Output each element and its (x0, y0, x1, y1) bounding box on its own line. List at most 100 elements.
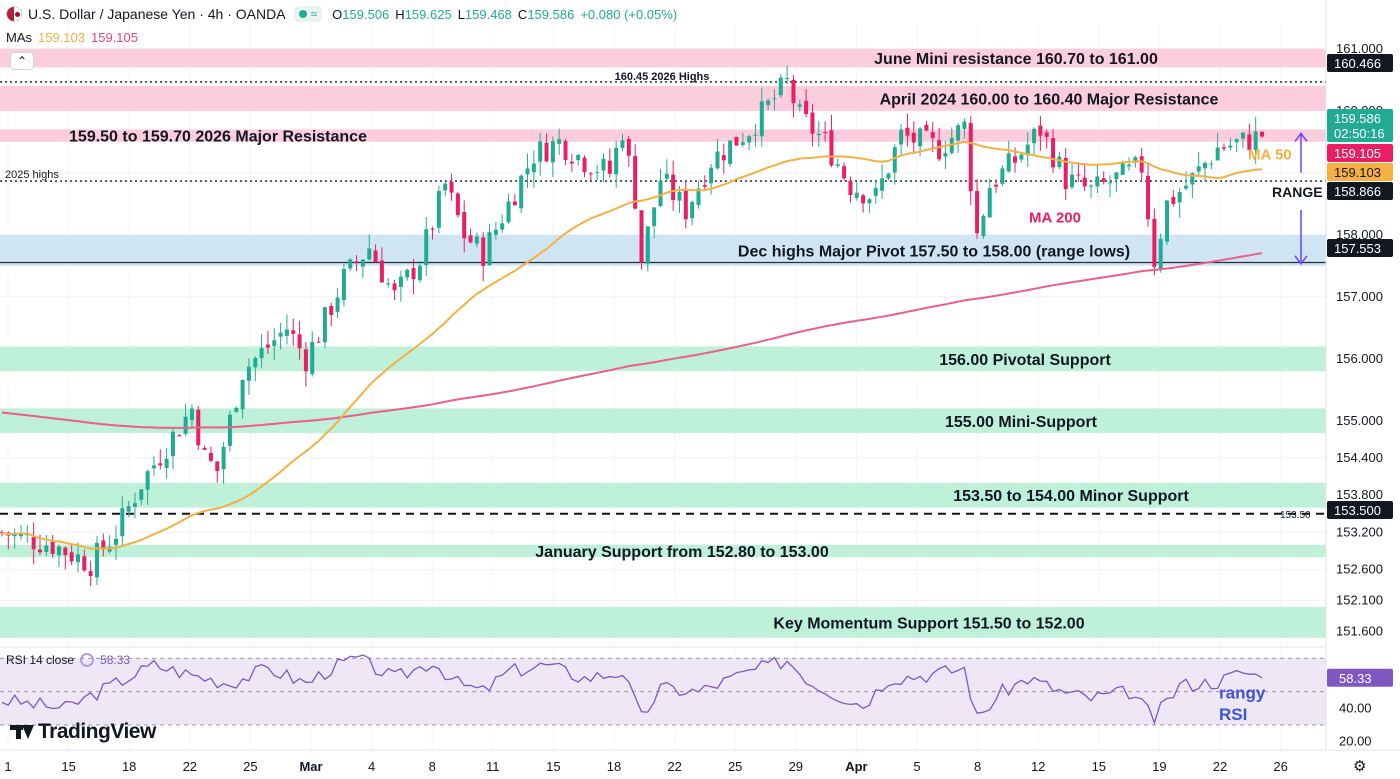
ohlc-change: +0.080 (+0.05%) (580, 6, 678, 22)
candle (75, 554, 80, 563)
candle (626, 138, 631, 156)
time-tick-label: 11 (486, 759, 500, 774)
candle (322, 307, 327, 343)
candle (417, 265, 422, 281)
rsi-legend-value: 58.33 (100, 653, 131, 667)
price-label: 159.586 (1334, 111, 1381, 126)
rsi-annotation-rangy: rangy (1219, 683, 1266, 702)
candle (816, 133, 821, 136)
rsi-settings-icon[interactable] (80, 653, 95, 667)
symbol-title[interactable]: U.S. Dollar / Japanese Yen · 4h · OANDA (28, 6, 286, 22)
price-label-bg (1327, 54, 1393, 72)
zone-support-5 (0, 408, 1326, 434)
ma50-legend-value: 159.103 (38, 30, 85, 45)
price-tick-label: 161.000 (1336, 41, 1383, 56)
price-tick-label: 157.000 (1336, 289, 1383, 304)
candle (132, 503, 137, 507)
candle (810, 112, 815, 134)
candle (310, 341, 315, 374)
candle (1101, 178, 1106, 182)
candle (221, 446, 226, 470)
candle (253, 358, 258, 368)
candle (37, 549, 42, 553)
candle (1152, 218, 1157, 267)
time-tick-label: 18 (607, 759, 621, 774)
symbol-header: U.S. Dollar / Japanese Yen · 4h · OANDA … (0, 0, 1326, 28)
candle (183, 416, 188, 434)
candle (246, 366, 251, 381)
candle (1241, 132, 1246, 139)
range-arrow-up-head (1294, 132, 1308, 142)
candle (721, 155, 726, 161)
candle (677, 191, 682, 201)
candle (189, 408, 194, 420)
price-tick-label: 155.000 (1336, 413, 1383, 428)
gear-icon[interactable]: ⚙ (1353, 758, 1367, 775)
time-tick-label: 18 (122, 759, 136, 774)
candle (272, 340, 277, 347)
market-status-pill[interactable]: ≈ (293, 6, 323, 22)
price-label: 158.866 (1334, 184, 1381, 199)
candle (1234, 139, 1239, 143)
candle (474, 236, 479, 244)
zone-resistance-2 (0, 129, 1326, 142)
price-label-bg (1327, 182, 1393, 200)
candle (671, 174, 676, 201)
rsi-tick-label: 40.00 (1339, 700, 1372, 715)
price-label-bg (1327, 501, 1393, 519)
rsi-last-label: 58.33 (1339, 671, 1372, 686)
candle (297, 334, 302, 349)
line-label-2025-highs: 2025 highs (5, 169, 59, 181)
market-open-icon (298, 10, 307, 18)
candle (734, 136, 739, 146)
candle (1063, 158, 1068, 190)
candle (861, 195, 866, 204)
candle (265, 344, 270, 348)
ma-legend[interactable]: MAs 159.103 159.105 (6, 30, 138, 45)
candle (202, 448, 207, 450)
candle (56, 546, 61, 556)
candle (823, 132, 828, 134)
candle (1038, 125, 1043, 136)
zone-label: April 2024 160.00 to 160.40 Major Resist… (880, 91, 1219, 108)
price-label: 159.103 (1334, 165, 1381, 180)
candle (1108, 182, 1113, 184)
candle (1000, 168, 1005, 184)
candle (519, 175, 524, 209)
candle (354, 261, 359, 264)
candle (462, 212, 467, 239)
candle (1165, 200, 1170, 242)
candle (892, 147, 897, 173)
candle (1006, 153, 1011, 172)
price-label-bg (1327, 239, 1393, 257)
candle (101, 540, 106, 550)
zone-label: 159.50 to 159.70 2026 Major Resistance (69, 129, 367, 146)
price-tick-label: 153.200 (1336, 524, 1383, 539)
rsi-legend[interactable]: RSI 14 close 58.33 (6, 653, 130, 667)
candle (1146, 175, 1151, 220)
candle (1089, 185, 1094, 187)
candle (911, 132, 916, 143)
approx-icon: ≈ (310, 7, 318, 21)
candle (367, 248, 372, 260)
candle (905, 127, 910, 136)
range-arrows: RANGE (1272, 132, 1323, 266)
candle (392, 283, 397, 291)
candle (1171, 197, 1176, 204)
collapse-legend-button[interactable]: ⌃ (10, 52, 34, 70)
zone-resistance-0 (0, 48, 1326, 68)
price-label-bg (1327, 124, 1393, 142)
candle (557, 139, 562, 144)
price-tick-label: 156.000 (1336, 351, 1383, 366)
time-tick-label: 26 (1273, 759, 1287, 774)
candle (411, 268, 416, 280)
candle (930, 132, 935, 138)
candles (0, 65, 1264, 587)
time-tick-label: 12 (1031, 759, 1045, 774)
time-tick-label: 5 (913, 759, 920, 774)
candle (582, 157, 587, 173)
range-annotation: RANGE (1272, 184, 1323, 200)
candle (987, 188, 992, 218)
